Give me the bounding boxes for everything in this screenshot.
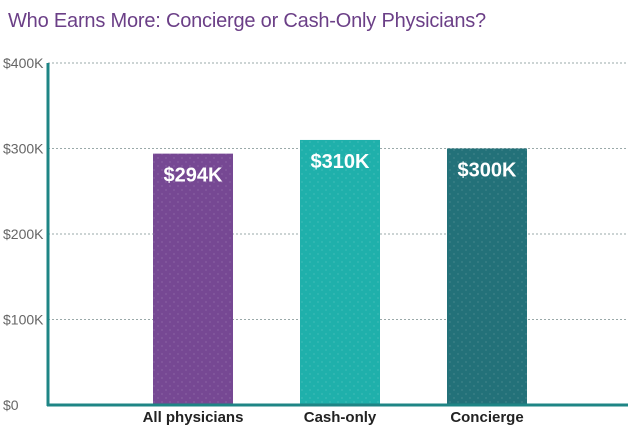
y-tick-label: $0 bbox=[3, 397, 19, 413]
y-tick-label: $100K bbox=[3, 312, 44, 328]
chart-title: Who Earns More: Concierge or Cash-Only P… bbox=[8, 10, 486, 32]
x-tick-label: Cash-only bbox=[304, 409, 377, 426]
bars: $294K $310K $300K bbox=[153, 139, 527, 405]
data-label: $310K bbox=[311, 151, 370, 173]
y-tick-label: $400K bbox=[3, 55, 44, 71]
y-axis-tick-labels: $0 $100K $200K $300K $400K bbox=[3, 55, 44, 413]
x-tick-label: All physicians bbox=[143, 409, 244, 426]
y-tick-label: $300K bbox=[3, 141, 44, 157]
bar-texture bbox=[153, 153, 233, 405]
y-tick-label: $200K bbox=[3, 226, 44, 242]
x-axis-category-labels: All physicians Cash-only Concierge bbox=[143, 409, 524, 426]
x-tick-label: Concierge bbox=[450, 409, 523, 426]
bar-texture bbox=[300, 139, 380, 405]
bar-texture bbox=[447, 148, 527, 405]
axes bbox=[46, 63, 628, 407]
data-label: $294K bbox=[164, 165, 223, 187]
data-label: $300K bbox=[458, 160, 517, 182]
